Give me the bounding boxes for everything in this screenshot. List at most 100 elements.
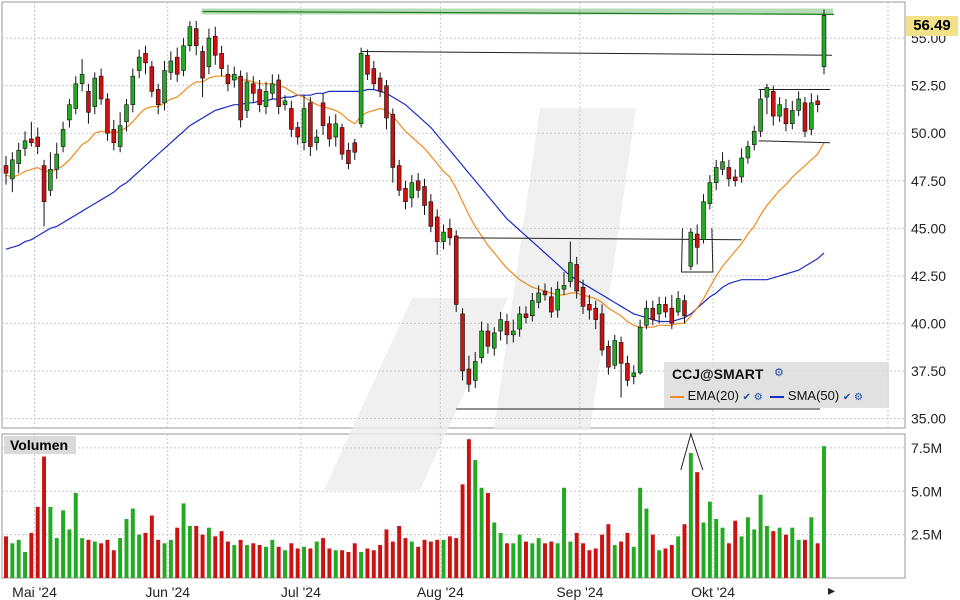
- resistance-line-aug: [456, 237, 742, 241]
- price-tick-label: 47.50: [911, 173, 946, 189]
- candle-body: [29, 138, 34, 144]
- volume-bar: [130, 508, 135, 578]
- volume-bar: [568, 541, 573, 578]
- ema-settings-icon[interactable]: ✔ ⚙: [742, 392, 763, 403]
- candle-body: [225, 73, 231, 85]
- candle-body: [745, 146, 751, 159]
- volume-bar: [251, 543, 256, 578]
- candle-body: [238, 75, 243, 121]
- candle-body: [73, 83, 79, 109]
- price-tick-label: 50.00: [911, 125, 946, 141]
- volume-bar: [695, 472, 700, 578]
- volume-bar: [543, 543, 547, 578]
- volume-bar: [764, 525, 769, 578]
- volume-bar: [555, 543, 560, 578]
- candle-body: [517, 313, 522, 330]
- volume-bar: [181, 503, 186, 578]
- candle-body: [219, 53, 224, 69]
- candle-body: [479, 330, 484, 358]
- candle-body: [580, 286, 586, 307]
- candle-body: [447, 228, 453, 239]
- candle-body: [327, 123, 332, 140]
- volume-bar: [333, 550, 338, 578]
- sma-settings-icon[interactable]: ✔ ⚙: [842, 392, 863, 403]
- volume-bar: [606, 524, 611, 578]
- volume-bar: [149, 515, 154, 578]
- volume-bar: [536, 538, 541, 578]
- candle-body: [682, 300, 687, 317]
- candle-body: [377, 77, 383, 92]
- volume-bar: [213, 536, 218, 578]
- candle-body: [599, 313, 605, 351]
- candle-body: [612, 340, 618, 366]
- volume-spike-marker: [680, 432, 704, 471]
- candle-body: [707, 182, 713, 204]
- candle-body: [187, 26, 193, 47]
- candle-body: [105, 98, 110, 134]
- candle-body: [162, 70, 167, 104]
- volume-bar: [517, 534, 522, 578]
- scroll-right-icon[interactable]: ▸: [828, 582, 835, 598]
- candle-body: [10, 159, 15, 180]
- volume-bar: [289, 543, 294, 578]
- ema-legend-label[interactable]: EMA(20): [687, 388, 739, 403]
- volume-bar: [206, 527, 211, 578]
- volume-bar: [600, 534, 605, 578]
- sma-legend-label[interactable]: SMA(50): [787, 388, 840, 403]
- volume-bar: [86, 539, 91, 578]
- volume-bar: [485, 492, 490, 578]
- volume-bar: [111, 550, 116, 578]
- candle-body: [815, 100, 820, 105]
- volume-bar: [390, 541, 395, 578]
- ticker-settings-icon[interactable]: ⚙: [774, 367, 784, 379]
- sma-swatch: [770, 395, 785, 398]
- candle-body: [314, 136, 319, 144]
- price-tick-label: 45.00: [911, 220, 946, 236]
- volume-bar: [270, 539, 275, 578]
- month-label: Sep '24: [556, 584, 603, 600]
- volume-bar: [232, 545, 237, 578]
- candle-body: [98, 75, 104, 100]
- volume-bar: [682, 524, 687, 578]
- volume-bar: [783, 534, 788, 578]
- volume-bar: [625, 532, 630, 578]
- ema20-line: [5, 75, 825, 328]
- candle-body: [320, 102, 326, 126]
- volume-bar: [638, 487, 643, 578]
- candle-body: [130, 75, 136, 105]
- volume-bar: [340, 550, 345, 578]
- candle-body: [637, 326, 643, 374]
- legend-ticker[interactable]: CCJ@SMART: [672, 366, 764, 382]
- volume-bar: [264, 546, 268, 578]
- candle-body: [428, 201, 434, 227]
- volume-bar: [118, 538, 123, 578]
- volume-bar: [384, 529, 389, 578]
- candle-body: [54, 153, 59, 170]
- candle-body: [79, 73, 85, 85]
- volume-bar: [619, 541, 624, 578]
- volume-bar: [701, 522, 706, 578]
- candle-body: [403, 188, 408, 202]
- volume-bar: [346, 551, 351, 578]
- candle-body: [618, 342, 624, 364]
- volume-bar: [758, 494, 763, 578]
- candle-body: [472, 361, 478, 381]
- candle-body: [22, 140, 28, 149]
- volume-bar: [663, 548, 668, 578]
- volume-bar: [771, 531, 776, 578]
- candle-body: [644, 307, 649, 326]
- candle-body: [555, 288, 560, 311]
- candle-body: [168, 60, 174, 73]
- candle-body: [48, 169, 53, 191]
- volume-bar: [416, 546, 421, 578]
- volume-bar: [492, 522, 497, 578]
- candle-body: [35, 136, 40, 147]
- volume-bar: [137, 534, 142, 578]
- flag-bottom-line: [758, 140, 831, 144]
- candle-body: [333, 123, 339, 138]
- volume-bar: [4, 536, 8, 578]
- candle-body: [16, 150, 21, 164]
- candle-body: [758, 98, 763, 132]
- volume-bar: [562, 487, 566, 578]
